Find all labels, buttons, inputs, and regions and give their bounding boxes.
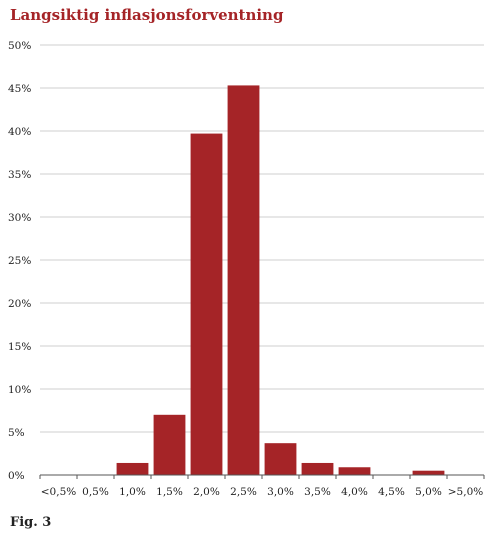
bars [116, 85, 445, 476]
bar [190, 133, 223, 475]
x-tick-label: 4,0% [341, 486, 368, 498]
y-tick-label: 35% [8, 169, 31, 181]
y-tick-label: 45% [8, 83, 31, 95]
x-tick-label: 4,5% [378, 486, 405, 498]
grid-lines [40, 44, 484, 433]
x-tick-label: 1,5% [156, 486, 183, 498]
y-tick-label: 10% [8, 384, 31, 396]
x-tick-label: 1,0% [119, 486, 146, 498]
bar [301, 462, 334, 475]
x-tick-label: >5,0% [448, 486, 483, 498]
bar [338, 467, 371, 475]
x-axis [39, 474, 485, 479]
x-tick-label: 2,0% [193, 486, 220, 498]
y-tick-label: 40% [8, 126, 31, 138]
y-tick-label: 0% [8, 470, 25, 482]
y-tick-label: 50% [8, 40, 31, 52]
chart-title: Langsiktig inflasjonsforventning [10, 6, 284, 24]
x-tick-label: 2,5% [230, 486, 257, 498]
figure-caption: Fig. 3 [10, 515, 52, 530]
x-tick-label: 3,0% [267, 486, 294, 498]
y-tick-label: 5% [8, 427, 25, 439]
y-tick-label: 15% [8, 341, 31, 353]
y-tick-label: 25% [8, 255, 31, 267]
x-axis-labels: <0,5% 0,5% 1,0% 1,5% 2,0% 2,5% 3,0% 3,5% 4,0% 4,5… [41, 486, 483, 498]
bar [116, 462, 149, 475]
x-tick-label: 5,0% [415, 486, 442, 498]
x-tick-label: 3,5% [304, 486, 331, 498]
x-tick-label: <0,5% [41, 486, 76, 498]
bar [412, 470, 445, 475]
bar [153, 414, 186, 475]
y-tick-label: 30% [8, 212, 31, 224]
x-tick-label: 0,5% [82, 486, 109, 498]
y-tick-label: 20% [8, 298, 31, 310]
y-axis-labels: 0% 5% 10% 15% 20% 25% 30% 35% 40% 45% 50% [8, 40, 31, 482]
bar [227, 85, 260, 476]
bar [264, 443, 297, 475]
